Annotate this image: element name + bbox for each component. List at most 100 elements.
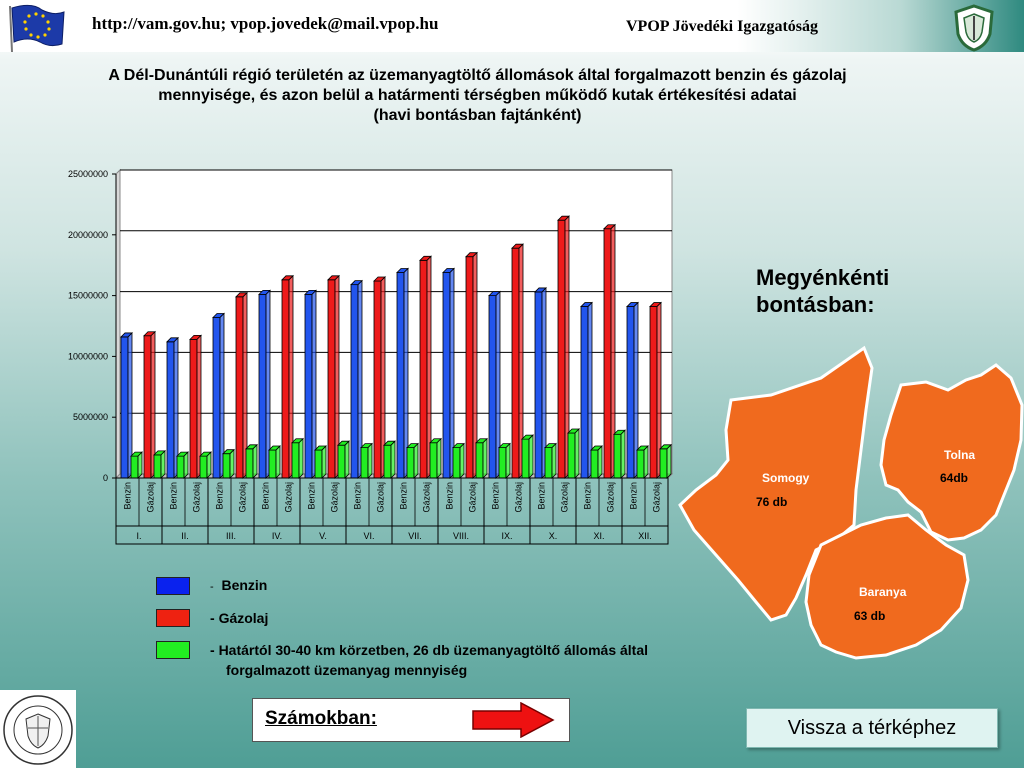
bar-gazolaj-front: [511, 247, 520, 479]
legend-swatch-gazolaj: [156, 609, 190, 627]
x-sub-label: Gázolaj: [422, 482, 432, 513]
bar-benzin-front: [626, 306, 635, 479]
bar-border-gazolaj-front: [245, 448, 254, 479]
contact-url[interactable]: http://vam.gov.hu; vpop.jovedek@mail.vpo…: [92, 14, 439, 33]
bar-border-benzin: [452, 442, 465, 479]
legend-text: Benzin: [221, 577, 268, 593]
bar-border-benzin-front: [544, 447, 553, 479]
map-label-somogy: Somogy: [762, 471, 810, 485]
bar-gazolaj: [419, 255, 432, 479]
chart-side-wall: [115, 168, 121, 480]
numbers-panel[interactable]: Számokban:: [252, 698, 570, 742]
x-sub-label: Gázolaj: [468, 482, 478, 513]
bar-border-benzin-side: [505, 442, 511, 479]
bar-border-gazolaj-side: [298, 437, 304, 479]
x-sub-label: Gázolaj: [652, 482, 662, 513]
bar-benzin-front: [396, 272, 405, 479]
bar-border-gazolaj: [659, 443, 672, 479]
bar-benzin-front: [212, 317, 221, 479]
bar-benzin: [396, 267, 409, 479]
bar-gazolaj-front: [373, 280, 382, 479]
bar-border-gazolaj: [429, 437, 442, 479]
legend-text-line2: forgalmazott üzemanyag mennyiség: [226, 662, 468, 678]
map-region-baranya[interactable]: [804, 513, 970, 660]
bar-border-benzin-front: [498, 447, 507, 479]
bar-border-gazolaj-side: [206, 451, 212, 479]
bar-border-benzin-side: [183, 451, 189, 479]
bar-border-gazolaj: [567, 428, 580, 479]
bar-gazolaj-front: [603, 228, 612, 479]
x-sub-label: Benzin: [537, 482, 547, 510]
bar-benzin-front: [350, 284, 359, 479]
bar-border-gazolaj-side: [252, 443, 258, 479]
anniversary-seal-icon: [0, 690, 76, 768]
bar-benzin-front: [304, 293, 313, 479]
x-sub-label: Gázolaj: [514, 482, 524, 513]
eu-flag-icon: [9, 4, 65, 53]
bar-border-gazolaj-side: [344, 440, 350, 479]
bar-border-gazolaj-front: [429, 442, 438, 479]
bar-gazolaj-front: [419, 259, 428, 479]
bar-border-gazolaj-side: [574, 428, 580, 479]
bar-border-benzin: [130, 451, 143, 479]
x-sub-label: Benzin: [491, 482, 501, 510]
x-sub-label: Benzin: [629, 482, 639, 510]
bar-benzin: [258, 289, 271, 479]
bar-border-gazolaj-front: [153, 454, 162, 479]
x-sub-label: Benzin: [215, 482, 225, 510]
bar-border-gazolaj-front: [613, 433, 622, 479]
bar-gazolaj-front: [281, 279, 290, 479]
map-region-somogy[interactable]: [678, 345, 874, 622]
bar-border-benzin-side: [597, 445, 603, 479]
bar-border-benzin-front: [268, 449, 277, 479]
bar-border-benzin-side: [413, 442, 419, 479]
bar-border-benzin-side: [321, 445, 327, 479]
back-to-map-button[interactable]: Vissza a térképhez: [746, 708, 998, 748]
bar-border-benzin-side: [367, 442, 373, 479]
bar-border-benzin-front: [222, 453, 231, 479]
bar-border-gazolaj-side: [482, 437, 488, 479]
x-month-label: II.: [181, 531, 189, 541]
heading-line: bontásban:: [756, 292, 875, 317]
bar-border-benzin: [636, 445, 649, 479]
bar-border-benzin: [176, 451, 189, 479]
legend-text: Gázolaj: [218, 610, 269, 626]
legend-dash: -: [210, 610, 215, 626]
bar-gazolaj: [373, 276, 386, 479]
bar-benzin: [442, 267, 455, 479]
bar-border-benzin-front: [590, 449, 599, 479]
x-sub-label: Gázolaj: [284, 482, 294, 513]
title-line: A Dél-Dunántúli régió területén az üzema…: [108, 67, 847, 84]
bar-benzin: [120, 331, 133, 479]
bar-border-gazolaj-side: [390, 440, 396, 479]
x-sub-label: Benzin: [399, 482, 409, 510]
map-count-baranya: 63 db: [854, 609, 885, 623]
legend-label-benzin: - Benzin: [210, 577, 267, 593]
numbers-label: Számokban:: [265, 708, 377, 729]
bar-border-gazolaj-side: [620, 429, 626, 479]
chart-bars: [120, 215, 672, 479]
bar-benzin-side: [449, 267, 455, 479]
bar-gazolaj-front: [465, 256, 474, 479]
bar-chart: 0 5000000 10000000 15000000 20000000 25000000…: [68, 168, 674, 545]
bar-border-gazolaj-front: [567, 432, 576, 479]
bar-border-gazolaj: [199, 451, 212, 479]
right-arrow-icon[interactable]: [471, 702, 555, 738]
bar-benzin-front: [442, 272, 451, 479]
x-month-label: V.: [319, 531, 327, 541]
map-region-tolna[interactable]: [879, 363, 1024, 542]
bar-gazolaj: [281, 274, 294, 479]
bar-border-benzin-front: [406, 447, 415, 479]
map-count-somogy: 76 db: [756, 495, 787, 509]
title-line: mennyisége, és azon belül a határmenti t…: [158, 87, 797, 104]
emblem-icon: [954, 4, 994, 52]
x-axis-table: Benzin Gázolaj I. Benzin Gázolaj II. Benzin Gáz…: [115, 477, 669, 545]
y-axis: 0 5000000 10000000 15000000 20000000 25000000: [68, 169, 117, 483]
x-sub-label: Gázolaj: [330, 482, 340, 513]
x-month-label: XI.: [593, 531, 604, 541]
x-month-label: X.: [549, 531, 558, 541]
bar-border-benzin: [406, 442, 419, 479]
bar-benzin-front: [258, 293, 267, 479]
legend-dash: -: [210, 581, 214, 593]
bar-gazolaj-front: [557, 219, 566, 479]
